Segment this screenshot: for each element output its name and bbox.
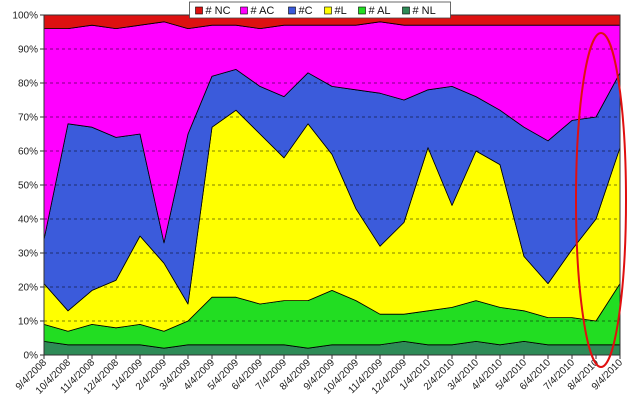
y-tick-label: 100% — [12, 11, 38, 22]
legend-label: # NL — [413, 5, 436, 17]
legend-box — [189, 1, 451, 19]
y-tick-label: 80% — [18, 79, 38, 90]
legend-swatch — [402, 6, 410, 15]
legend: # NC # AC #C #L # AL # NL — [189, 1, 451, 19]
y-tick-label: 90% — [18, 45, 38, 56]
legend-label: # AC — [251, 5, 275, 17]
x-axis: 9/4/200810/4/200811/4/200812/4/20081/4/2… — [14, 355, 625, 397]
y-tick-label: 20% — [18, 283, 38, 294]
legend-swatch — [240, 6, 248, 15]
legend-label: #C — [299, 5, 313, 17]
y-tick-label: 70% — [18, 113, 38, 124]
legend-swatch — [324, 6, 332, 15]
y-tick-label: 10% — [18, 317, 38, 328]
y-tick-label: 40% — [18, 215, 38, 226]
y-tick-label: 30% — [18, 249, 38, 260]
y-tick-label: 50% — [18, 181, 38, 192]
y-axis: 0% 10% 20% 30% 40% 50% 60% 70% 80% 90% 100% — [12, 11, 44, 362]
y-tick-label: 0% — [24, 351, 39, 362]
legend-label: #L — [335, 5, 347, 17]
legend-label: # NC — [206, 5, 231, 17]
legend-label: # AL — [369, 5, 391, 17]
legend-swatch — [358, 6, 366, 15]
y-tick-label: 60% — [18, 147, 38, 158]
highlight-ellipse — [575, 32, 627, 368]
legend-swatch — [195, 6, 203, 15]
legend-swatch — [288, 6, 296, 15]
